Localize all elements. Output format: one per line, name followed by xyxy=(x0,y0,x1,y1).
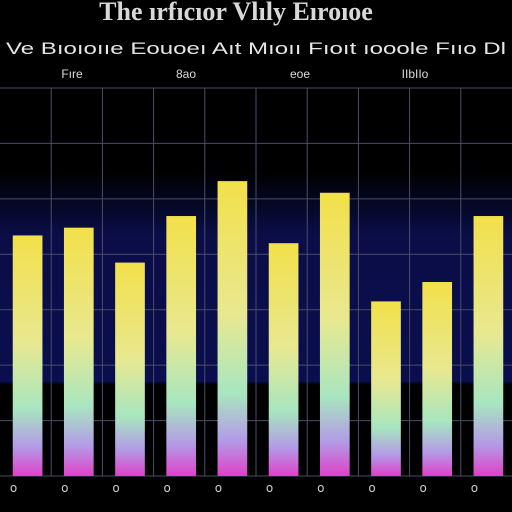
bar xyxy=(268,243,299,476)
x-tick-label: o xyxy=(266,481,273,495)
x-tick-label: o xyxy=(317,481,324,495)
x-tick-label: o xyxy=(420,481,427,495)
bar xyxy=(166,216,197,477)
x-tick-label: o xyxy=(61,481,68,495)
bar xyxy=(217,181,248,476)
bar xyxy=(115,262,145,476)
bar xyxy=(12,235,43,476)
column-header: 8ao xyxy=(176,67,196,81)
x-tick-label: o xyxy=(471,481,478,495)
x-tick-label: o xyxy=(164,481,171,495)
grid-lines xyxy=(0,87,512,477)
chart-title: The ırfıcıor Vlıly Eıroıoe xyxy=(99,0,373,26)
bar xyxy=(371,301,401,476)
bar xyxy=(473,216,504,477)
column-headers: Fıre 8ao eoe IIbIIo xyxy=(61,67,428,81)
bar xyxy=(63,227,94,476)
chart-subtitle: Ve Bıoıoııe Eouoeı Aıt Mıoıı Fıoıt ıoool… xyxy=(6,39,506,58)
column-header: IIbIIo xyxy=(402,67,429,81)
x-tick-label: o xyxy=(10,481,17,495)
x-tick-label: o xyxy=(215,481,222,495)
bar xyxy=(319,192,350,476)
x-tick-label: o xyxy=(368,481,375,495)
bars xyxy=(12,181,504,477)
column-header: Fıre xyxy=(61,67,83,81)
column-header: eoe xyxy=(290,67,310,81)
x-tick-label: o xyxy=(112,481,119,495)
bar xyxy=(422,282,453,476)
